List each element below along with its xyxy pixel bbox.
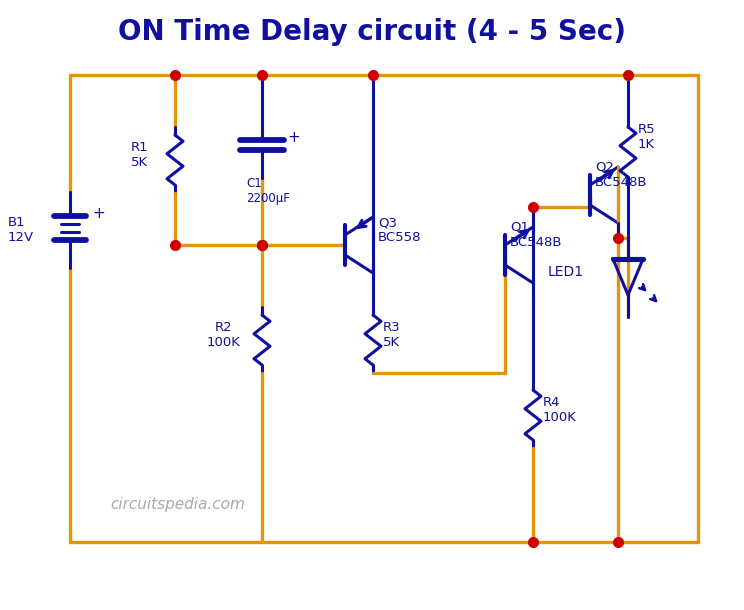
Text: ON Time Delay circuit (4 - 5 Sec): ON Time Delay circuit (4 - 5 Sec) xyxy=(118,18,626,46)
Text: Q3
BC558: Q3 BC558 xyxy=(378,216,422,244)
Text: R2
100K: R2 100K xyxy=(207,321,241,349)
Text: +: + xyxy=(92,207,105,221)
Text: R1
5K: R1 5K xyxy=(131,141,149,169)
Text: R5
1K: R5 1K xyxy=(638,123,655,151)
Text: C1
2200μF: C1 2200μF xyxy=(246,177,290,205)
Text: +: + xyxy=(287,129,300,145)
Text: circuitspedia.com: circuitspedia.com xyxy=(110,498,245,512)
Text: R3
5K: R3 5K xyxy=(383,321,400,349)
Text: B1
12V: B1 12V xyxy=(8,216,34,244)
Text: Q2
BC548B: Q2 BC548B xyxy=(595,161,647,189)
Text: Q1
BC548B: Q1 BC548B xyxy=(510,221,562,249)
Text: R4
100K: R4 100K xyxy=(543,396,577,424)
Text: LED1: LED1 xyxy=(548,265,584,279)
